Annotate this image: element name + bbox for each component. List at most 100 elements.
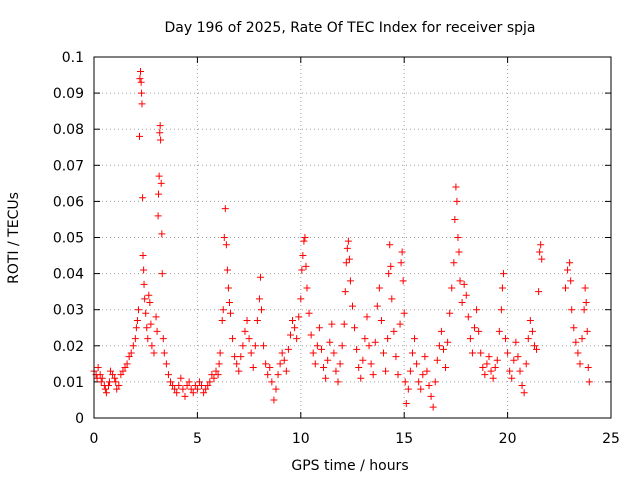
data-point (564, 266, 572, 274)
data-point (148, 342, 156, 350)
data-point (173, 389, 181, 397)
data-point (216, 349, 224, 357)
data-point (516, 367, 524, 375)
data-point (295, 313, 303, 321)
data-point (226, 309, 234, 317)
data-point (145, 291, 153, 299)
data-point (435, 342, 443, 350)
data-point (444, 338, 452, 346)
data-point (413, 360, 421, 368)
data-point (502, 335, 510, 343)
data-point (462, 291, 470, 299)
data-point (353, 345, 361, 353)
data-point (155, 190, 163, 198)
data-point (536, 248, 544, 256)
data-point (253, 317, 261, 325)
data-point (237, 353, 245, 361)
data-point (291, 324, 299, 332)
data-point (266, 363, 274, 371)
data-point (96, 371, 104, 379)
data-point (473, 306, 481, 314)
data-point (140, 280, 148, 288)
data-point (212, 367, 220, 375)
data-point (380, 349, 388, 357)
data-point (341, 288, 349, 296)
data-point (127, 349, 135, 357)
data-point (204, 382, 212, 390)
data-point (535, 288, 543, 296)
data-point (224, 284, 232, 292)
data-point (139, 194, 147, 202)
data-point (302, 262, 310, 270)
data-point (154, 212, 162, 220)
data-point (293, 335, 301, 343)
data-point (510, 356, 518, 364)
data-point (219, 306, 227, 314)
data-point (342, 259, 350, 267)
data-point (448, 284, 456, 292)
data-point (456, 277, 464, 285)
data-point (164, 371, 172, 379)
data-point (112, 378, 120, 386)
data-point (355, 363, 363, 371)
data-point (243, 317, 251, 325)
data-point (394, 371, 402, 379)
data-point (570, 324, 578, 332)
data-point (152, 313, 160, 321)
data-point (241, 327, 249, 335)
data-point (276, 360, 284, 368)
data-point (411, 335, 419, 343)
data-point (340, 320, 348, 328)
data-point (284, 345, 292, 353)
data-point (239, 342, 247, 350)
data-point (262, 360, 270, 368)
data-point (229, 335, 237, 343)
data-point (388, 295, 396, 303)
x-tick-label: 25 (602, 431, 620, 447)
data-point (258, 306, 266, 314)
plot-frame (93, 56, 612, 419)
data-point (481, 371, 489, 379)
data-point (142, 309, 150, 317)
data-point (133, 317, 141, 325)
data-point (137, 67, 145, 75)
data-point (508, 374, 516, 382)
y-tick-label: 0.09 (53, 86, 84, 102)
data-point (373, 302, 381, 310)
data-point (106, 378, 114, 386)
data-point (530, 342, 538, 350)
data-point (495, 327, 503, 335)
data-point (328, 320, 336, 328)
data-point (255, 295, 263, 303)
data-point (121, 363, 129, 371)
data-points (90, 67, 593, 411)
data-point (195, 378, 203, 386)
data-point (317, 345, 325, 353)
data-point (139, 252, 147, 260)
data-point (206, 378, 214, 386)
data-point (365, 342, 373, 350)
data-point (147, 320, 155, 328)
data-point (401, 378, 409, 386)
data-point (98, 374, 106, 382)
data-point (158, 270, 166, 278)
data-point (493, 356, 501, 364)
data-point (102, 389, 110, 397)
data-point (200, 389, 208, 397)
data-point (471, 324, 479, 332)
data-point (137, 78, 145, 86)
data-point (309, 349, 317, 357)
data-point (115, 382, 123, 390)
data-point (185, 378, 193, 386)
y-tick-label: 0 (75, 411, 84, 427)
data-point (300, 237, 308, 245)
data-point (187, 385, 195, 393)
x-tick-label: 20 (499, 431, 517, 447)
data-point (359, 356, 367, 364)
data-point (322, 374, 330, 382)
data-point (452, 183, 460, 191)
data-point (221, 205, 229, 213)
data-point (408, 349, 416, 357)
data-point (349, 302, 356, 310)
